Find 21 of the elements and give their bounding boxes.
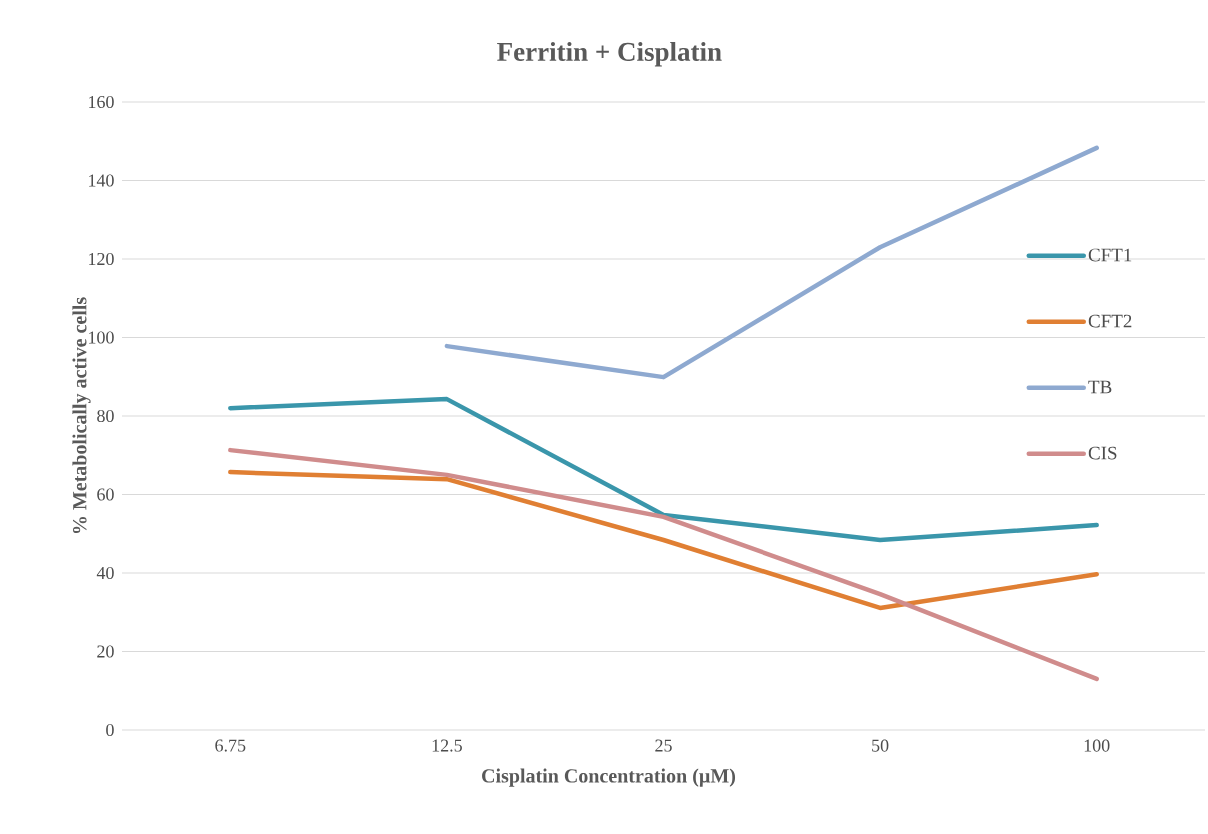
chart-title: Ferritin + Cisplatin [497, 41, 722, 67]
x-tick-label: 100 [1084, 739, 1110, 752]
x-tick-label: 12.5 [432, 739, 462, 752]
line-series [228, 469, 1099, 611]
y-tick-label: 140 [89, 174, 114, 187]
y-tick-label: 60 [97, 488, 114, 501]
x-axis-title: Cisplatin Concentration (µM) [482, 768, 736, 787]
y-tick-label: 20 [97, 645, 114, 658]
y-tick-label: 40 [96, 566, 114, 580]
legend-label: CFT1 [1088, 248, 1132, 262]
y-tick-label: 160 [89, 95, 114, 109]
x-tick-label: 50 [872, 739, 889, 752]
y-tick-label: 120 [89, 252, 114, 266]
y-tick-label: 100 [89, 331, 114, 344]
x-tick-label: 6.75 [215, 739, 246, 752]
y-tick-label: 0 [106, 723, 114, 737]
x-tick-label: 25 [655, 739, 672, 752]
legend-label: TB [1088, 380, 1112, 394]
legend-label: CIS [1088, 446, 1117, 460]
y-tick-label: 80 [97, 409, 114, 423]
legend-label: CFT2 [1088, 314, 1132, 328]
